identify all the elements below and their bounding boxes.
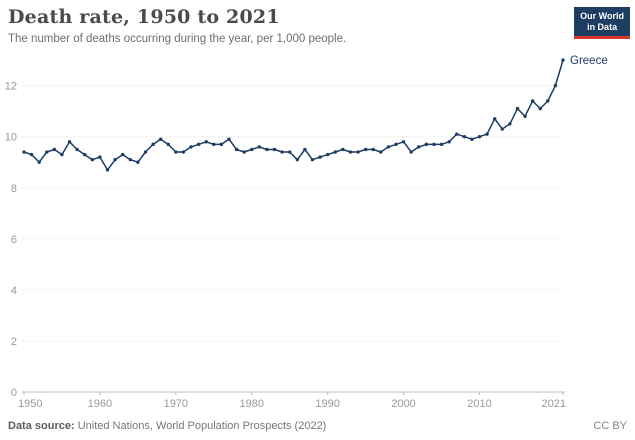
owid-logo-line2: in Data — [587, 21, 618, 32]
svg-text:1950: 1950 — [18, 398, 42, 410]
series-point-markers — [22, 58, 565, 172]
y-axis-tick-labels: 0 2 4 6 8 10 12 — [5, 81, 17, 399]
svg-text:1990: 1990 — [315, 398, 339, 410]
svg-text:0: 0 — [11, 387, 17, 399]
x-axis-tick-labels: 1950 1960 1970 1980 1990 2000 2010 2021 — [18, 392, 566, 410]
owid-logo-line1: Our World — [580, 11, 624, 21]
svg-text:2000: 2000 — [391, 398, 415, 410]
chart-footer: Data source: United Nations, World Popul… — [8, 420, 627, 432]
svg-text:10: 10 — [5, 132, 17, 144]
data-source-text: United Nations, World Population Prospec… — [74, 420, 327, 432]
gridlines-group — [22, 85, 565, 342]
svg-text:1960: 1960 — [88, 398, 112, 410]
svg-text:12: 12 — [5, 81, 17, 93]
svg-text:6: 6 — [11, 234, 17, 246]
chart-header: Death rate, 1950 to 2021 The number of d… — [8, 6, 568, 45]
svg-text:2010: 2010 — [467, 398, 491, 410]
svg-text:4: 4 — [11, 285, 17, 297]
data-source-note: Data source: United Nations, World Popul… — [8, 420, 326, 432]
svg-text:Greece: Greece — [570, 55, 608, 67]
chart-title: Death rate, 1950 to 2021 — [8, 6, 280, 28]
chart-subtitle: The number of deaths occurring during th… — [8, 33, 347, 45]
series-line-greece — [23, 59, 564, 171]
svg-text:1970: 1970 — [164, 398, 188, 410]
series-end-label: Greece — [570, 55, 608, 67]
owid-logo[interactable]: Our World in Data — [574, 7, 630, 39]
svg-text:2021: 2021 — [542, 398, 566, 410]
svg-text:8: 8 — [11, 183, 17, 195]
svg-text:1980: 1980 — [240, 398, 264, 410]
svg-text:2: 2 — [11, 336, 17, 348]
license-link[interactable]: CC BY — [593, 420, 627, 432]
data-source-label: Data source: — [8, 420, 75, 432]
